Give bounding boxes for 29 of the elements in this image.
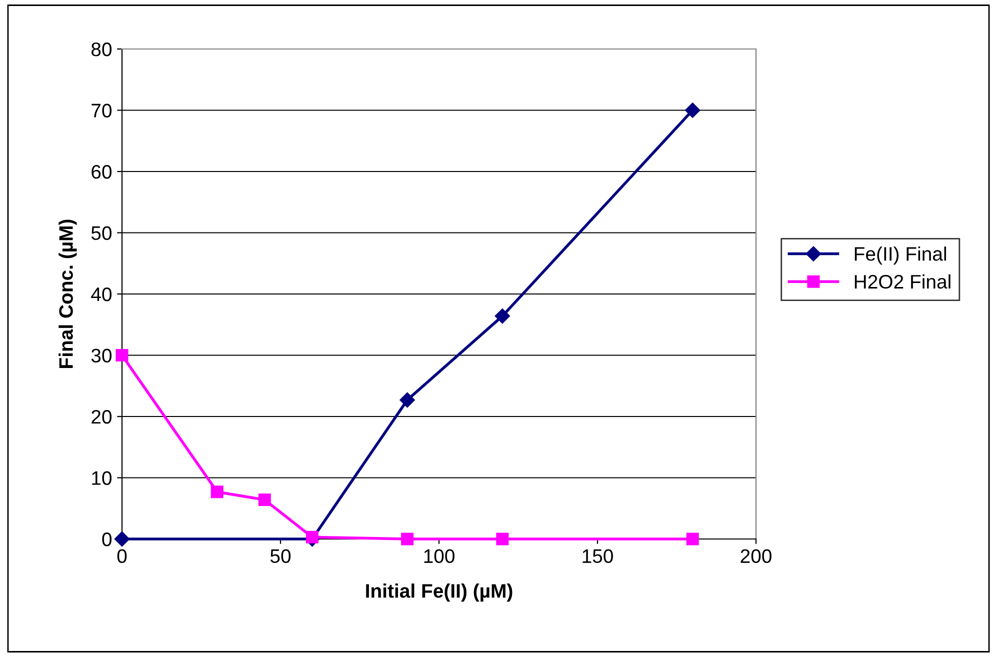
point: [496, 532, 509, 546]
legend-label: Fe(II) Final: [854, 246, 946, 265]
y-tick-label: 30: [91, 348, 112, 362]
y-tick-label: 20: [92, 410, 112, 424]
x-tick-label: 150: [582, 549, 613, 564]
x-tick-label: 200: [740, 549, 772, 564]
y-tick-label: 70: [92, 104, 112, 118]
x-tick-label: 0: [117, 549, 127, 564]
point: [685, 102, 700, 118]
y-tick-label: 10: [92, 471, 112, 485]
y-tick-label: 60: [92, 164, 112, 179]
point: [114, 531, 130, 547]
x-tick-label: 50: [270, 549, 291, 564]
point: [400, 392, 415, 408]
y-tick-label: 80: [91, 42, 112, 56]
legend-label: H2O2 Final: [854, 274, 950, 289]
point: [258, 494, 271, 506]
x-axis-title: Initial Fe(II) (µM): [366, 584, 512, 602]
point: [116, 349, 128, 362]
y-tick-label: 40: [91, 287, 112, 302]
y-tick-label: 0: [102, 532, 112, 546]
point: [686, 532, 699, 546]
point: [401, 532, 414, 546]
point: [306, 530, 318, 544]
x-tick-label: 100: [424, 549, 454, 564]
point: [210, 486, 224, 498]
y-axis-title: Final Conc. (µM): [58, 220, 77, 368]
y-tick-label: 50: [91, 226, 112, 240]
point: [494, 308, 510, 324]
